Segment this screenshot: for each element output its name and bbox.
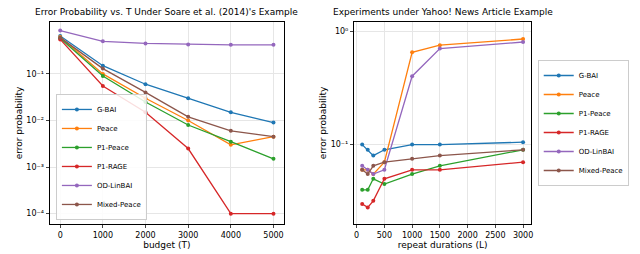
svg-text:Peace: Peace — [97, 125, 118, 133]
svg-text:1000: 1000 — [93, 231, 113, 240]
svg-text:3000: 3000 — [513, 231, 533, 240]
svg-text:2000: 2000 — [135, 231, 155, 240]
svg-text:budget (T): budget (T) — [143, 240, 190, 250]
svg-text:3000: 3000 — [178, 231, 198, 240]
svg-text:repeat durations (L): repeat durations (L) — [398, 240, 488, 250]
svg-text:10⁻³: 10⁻³ — [26, 163, 44, 172]
svg-text:4000: 4000 — [221, 231, 241, 240]
svg-text:10⁻¹: 10⁻¹ — [26, 70, 44, 79]
svg-text:P1-RAGE: P1-RAGE — [97, 163, 127, 171]
svg-text:500: 500 — [377, 231, 392, 240]
svg-text:G-BAI: G-BAI — [97, 106, 116, 114]
svg-text:2500: 2500 — [485, 231, 505, 240]
svg-text:Experiments under Yahoo! News: Experiments under Yahoo! News Article Ex… — [333, 7, 553, 17]
svg-text:10⁰: 10⁰ — [335, 27, 348, 36]
svg-text:10⁻²: 10⁻² — [26, 116, 44, 125]
svg-text:2000: 2000 — [457, 231, 477, 240]
svg-text:Mixed-Peace: Mixed-Peace — [579, 167, 623, 175]
svg-text:1000: 1000 — [402, 231, 422, 240]
svg-text:10⁻¹: 10⁻¹ — [331, 140, 349, 149]
svg-text:P1-RAGE: P1-RAGE — [579, 129, 609, 137]
svg-text:Error Probability vs. T Under: Error Probability vs. T Under Soare et a… — [35, 7, 298, 17]
svg-text:10⁻⁴: 10⁻⁴ — [26, 209, 44, 218]
svg-text:0: 0 — [58, 231, 63, 240]
svg-text:Peace: Peace — [579, 91, 600, 99]
svg-text:5000: 5000 — [263, 231, 283, 240]
svg-text:P1-Peace: P1-Peace — [579, 110, 611, 118]
svg-text:0: 0 — [354, 231, 359, 240]
svg-text:Mixed-Peace: Mixed-Peace — [97, 201, 141, 209]
svg-text:error probability: error probability — [14, 86, 24, 159]
svg-text:error probability: error probability — [318, 86, 328, 159]
svg-text:1500: 1500 — [430, 231, 450, 240]
svg-text:G-BAI: G-BAI — [579, 72, 598, 80]
svg-text:P1-Peace: P1-Peace — [97, 144, 129, 152]
svg-text:OD-LinBAI: OD-LinBAI — [97, 182, 132, 190]
svg-text:OD-LinBAI: OD-LinBAI — [579, 148, 614, 156]
